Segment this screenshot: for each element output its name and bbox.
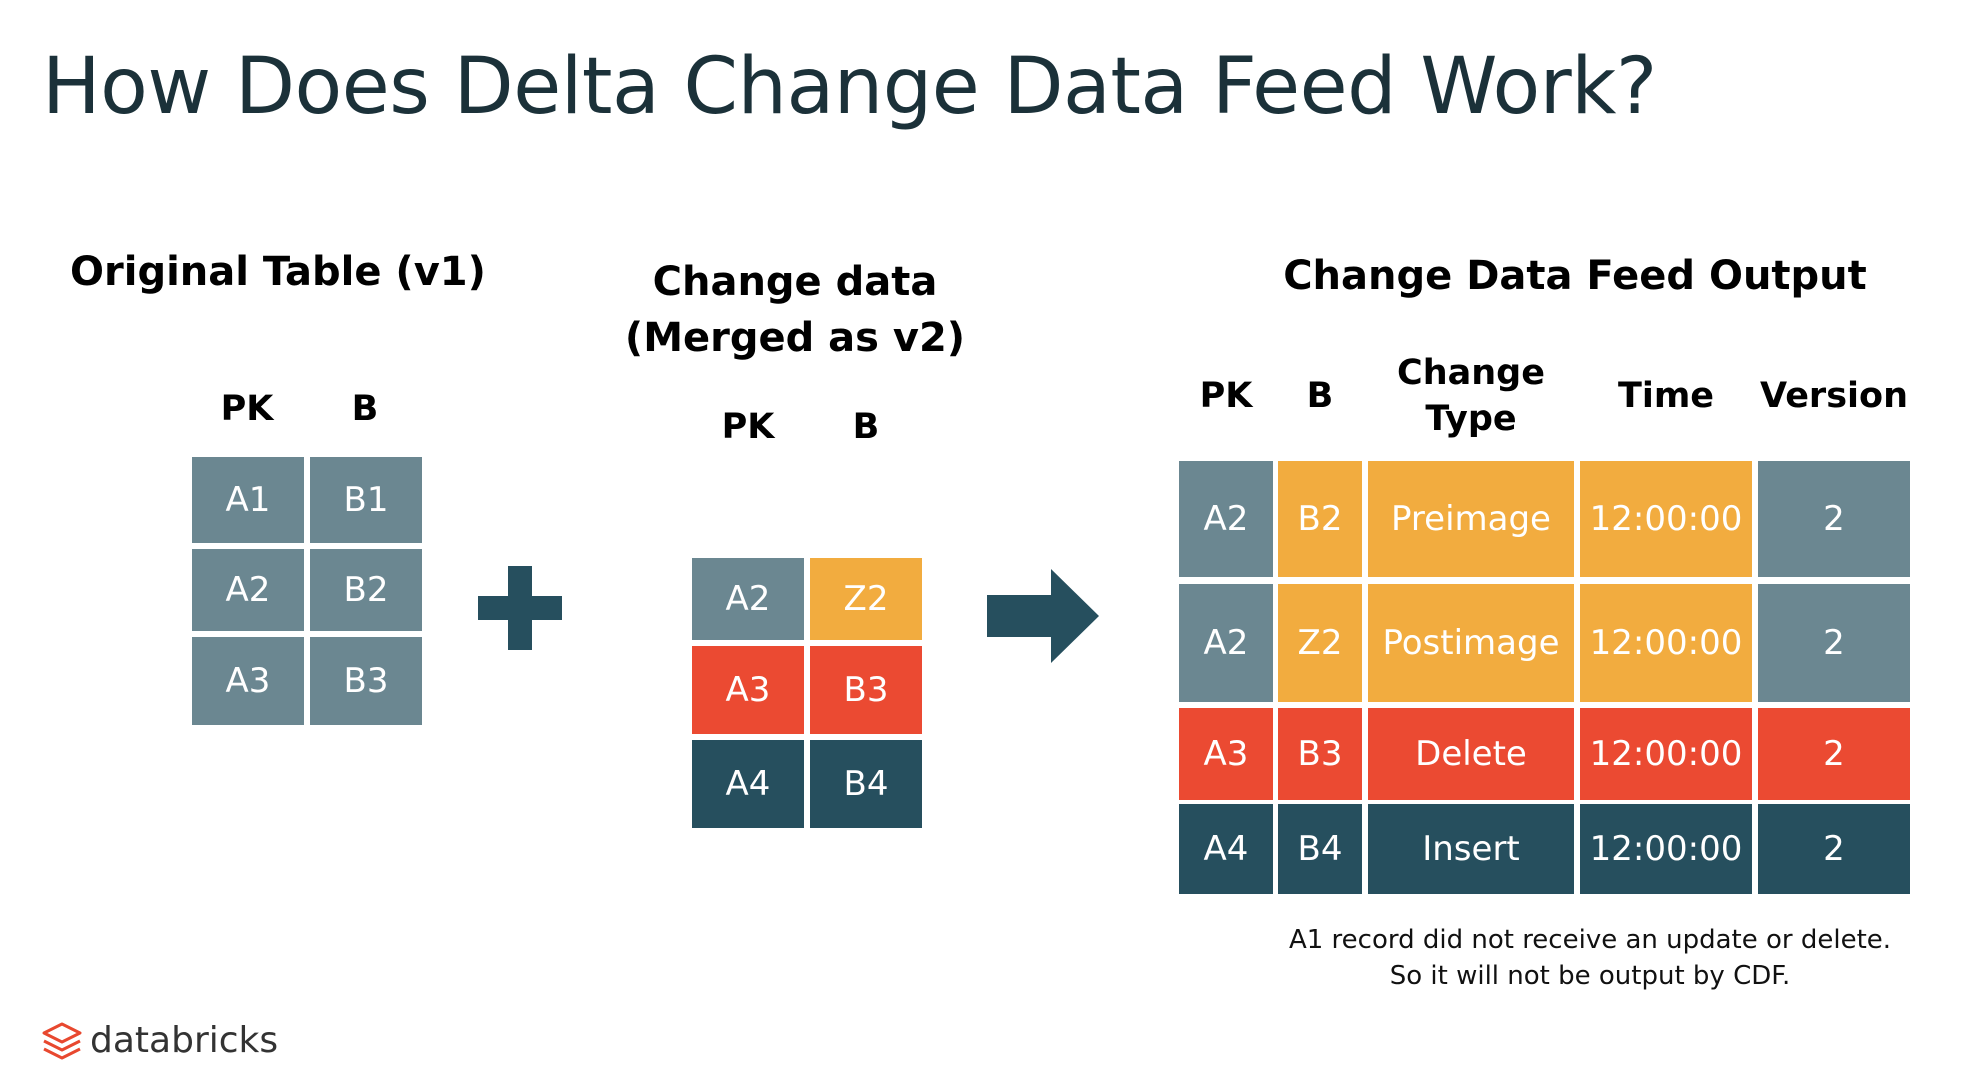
output-cell: 2 <box>1758 584 1910 702</box>
output-col-version: Version <box>1760 376 1908 416</box>
output-cell: B2 <box>1278 461 1362 577</box>
original-col-pk: PK <box>220 389 274 429</box>
output-cell: 12:00:00 <box>1580 804 1752 894</box>
original-table-heading: Original Table (v1) <box>70 249 486 295</box>
change-cell: A3 <box>692 646 804 734</box>
output-cell: 2 <box>1758 461 1910 577</box>
output-cell: 2 <box>1758 708 1910 800</box>
output-cell: 2 <box>1758 804 1910 894</box>
original-cell: B3 <box>310 637 422 725</box>
brand-wordmark: databricks <box>90 1020 279 1061</box>
change-cell: B4 <box>810 740 922 828</box>
change-data-heading-line2: (Merged as v2) <box>624 315 966 361</box>
output-cell: A3 <box>1179 708 1273 800</box>
output-cell: Postimage <box>1368 584 1574 702</box>
output-cell: Preimage <box>1368 461 1574 577</box>
output-cell: A2 <box>1179 584 1273 702</box>
output-col-change-type-line2: Type <box>1425 399 1517 439</box>
original-cell: B2 <box>310 549 422 631</box>
output-col-change-type: Change Type <box>1368 350 1574 442</box>
right-arrow-icon <box>987 569 1099 663</box>
original-cell: B1 <box>310 457 422 543</box>
change-cell: A2 <box>692 558 804 640</box>
output-cell: Insert <box>1368 804 1574 894</box>
note-line2: So it will not be output by CDF. <box>1389 961 1791 991</box>
change-col-b: B <box>852 407 880 447</box>
original-cell: A1 <box>192 457 304 543</box>
page-title: How Does Delta Change Data Feed Work? <box>42 42 1657 132</box>
output-col-change-type-line1: Change <box>1397 353 1545 393</box>
output-col-b: B <box>1306 376 1334 416</box>
output-col-time: Time <box>1617 376 1715 416</box>
cdf-note: A1 record did not receive an update or d… <box>1215 922 1965 994</box>
output-cell: B3 <box>1278 708 1362 800</box>
change-col-pk: PK <box>721 407 775 447</box>
original-cell: A3 <box>192 637 304 725</box>
original-col-b: B <box>351 389 379 429</box>
output-cell: B4 <box>1278 804 1362 894</box>
output-cell: 12:00:00 <box>1580 708 1752 800</box>
output-cell: Delete <box>1368 708 1574 800</box>
change-data-heading: Change data (Merged as v2) <box>595 254 995 366</box>
output-col-pk: PK <box>1199 376 1253 416</box>
output-cell: 12:00:00 <box>1580 461 1752 577</box>
plus-icon <box>478 566 562 650</box>
change-data-heading-line1: Change data <box>652 259 938 305</box>
cdf-output-heading: Change Data Feed Output <box>1283 253 1867 299</box>
output-cell: Z2 <box>1278 584 1362 702</box>
change-cell: Z2 <box>810 558 922 640</box>
output-cell: A4 <box>1179 804 1273 894</box>
output-cell: A2 <box>1179 461 1273 577</box>
note-line1: A1 record did not receive an update or d… <box>1288 925 1892 955</box>
original-cell: A2 <box>192 549 304 631</box>
databricks-logo: databricks <box>42 1020 278 1061</box>
databricks-stack-icon <box>42 1022 82 1059</box>
output-cell: 12:00:00 <box>1580 584 1752 702</box>
change-cell: B3 <box>810 646 922 734</box>
change-cell: A4 <box>692 740 804 828</box>
